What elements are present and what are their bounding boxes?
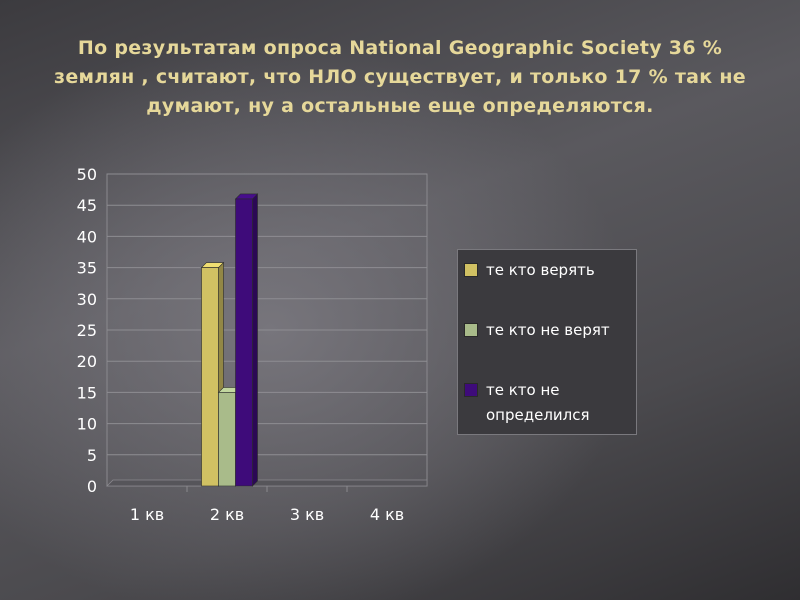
legend-swatch-undecided	[464, 383, 478, 397]
legend-swatch-believe	[464, 263, 478, 277]
y-tick-label: 5	[87, 446, 97, 465]
legend-item-believe: те кто верять	[464, 258, 636, 283]
y-tick-label: 45	[77, 196, 97, 215]
bars	[200, 193, 259, 487]
chart-grid	[106, 173, 428, 487]
slide-title: По результатам опроса National Geographi…	[54, 37, 746, 117]
y-tick-label: 25	[77, 321, 97, 340]
y-tick-label: 30	[77, 290, 97, 309]
x-tick-label: 1 кв	[130, 505, 164, 524]
y-tick-label: 15	[77, 383, 97, 402]
bar	[234, 193, 259, 487]
y-tick-label: 40	[77, 227, 97, 246]
legend-item-undecided: те кто не определился	[464, 378, 636, 428]
x-tick-label: 3 кв	[290, 505, 324, 524]
y-tick-label: 20	[77, 352, 97, 371]
y-tick-label: 50	[77, 165, 97, 184]
legend-label-believe: те кто верять	[486, 261, 595, 279]
legend-swatch-not-believe	[464, 323, 478, 337]
legend-label-not-believe: те кто не верят	[486, 321, 610, 339]
y-axis-ticks: 0 5 10 15 20 25 30 35 40 45 50	[77, 165, 97, 496]
chart-legend: те кто верять те кто не верят те кто не …	[457, 249, 637, 435]
x-tick-label: 4 кв	[370, 505, 404, 524]
legend-item-not-believe: те кто не верят	[464, 318, 636, 343]
legend-label-undecided: те кто не определился	[486, 381, 590, 424]
plot-floor	[106, 479, 428, 487]
x-axis-ticks: 1 кв 2 кв 3 кв 4 кв	[130, 486, 404, 524]
x-tick-label: 2 кв	[210, 505, 244, 524]
y-tick-label: 10	[77, 415, 97, 434]
y-tick-label: 0	[87, 477, 97, 496]
y-tick-label: 35	[77, 259, 97, 278]
